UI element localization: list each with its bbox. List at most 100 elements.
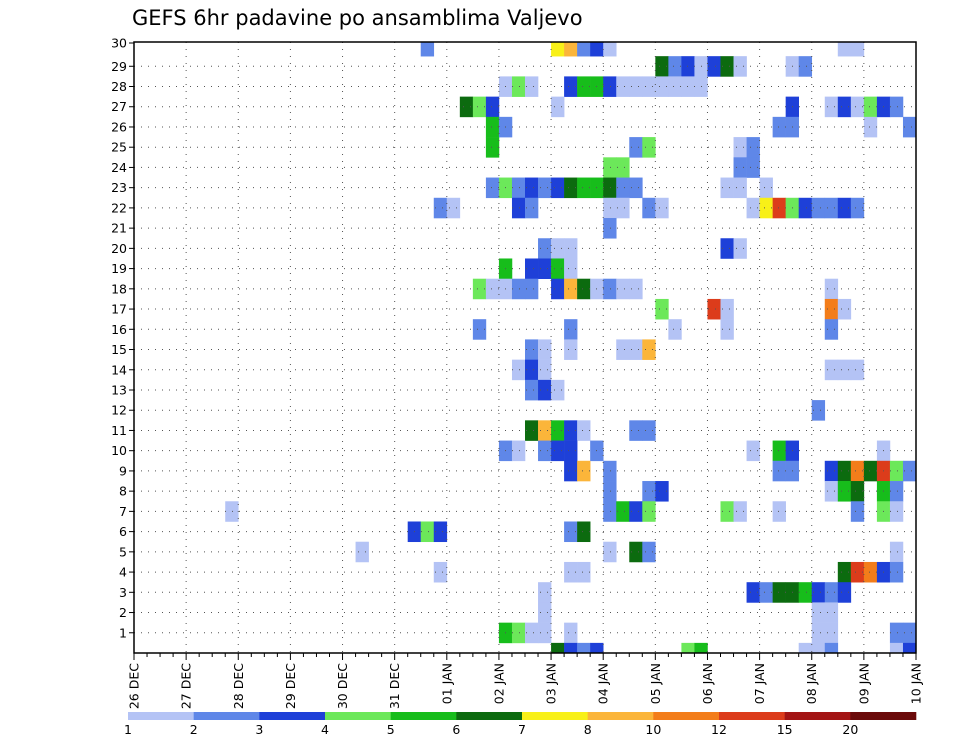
data-cell <box>433 197 448 219</box>
data-cell <box>603 481 617 502</box>
data-cell <box>629 76 643 97</box>
data-cell <box>720 177 734 199</box>
data-cell <box>811 642 826 654</box>
legend-label: 2 <box>190 722 198 737</box>
data-cell <box>485 96 500 118</box>
data-cell <box>538 440 552 462</box>
data-cell <box>616 177 630 199</box>
data-cell <box>824 359 839 381</box>
data-cell <box>551 177 565 199</box>
legend-label: 5 <box>387 722 395 737</box>
data-cell <box>525 197 539 219</box>
data-cell <box>538 359 552 381</box>
data-cell <box>472 96 487 118</box>
data-cell <box>863 96 878 118</box>
legend-swatch <box>850 712 917 720</box>
data-cell <box>850 460 865 482</box>
data-cell <box>889 541 904 563</box>
data-cell <box>538 602 552 623</box>
data-cell <box>472 278 487 300</box>
data-cell <box>824 197 839 219</box>
data-cell <box>733 238 747 259</box>
data-cell <box>811 197 826 219</box>
data-cell <box>603 541 617 563</box>
gridlines <box>134 42 916 653</box>
data-cell <box>889 642 904 654</box>
data-cell <box>564 278 578 300</box>
data-cell <box>551 420 565 441</box>
data-cell <box>798 56 813 77</box>
data-cell <box>850 501 865 522</box>
data-cell <box>642 420 656 441</box>
y-tick-label: 2 <box>119 605 127 620</box>
data-cell <box>824 602 839 623</box>
data-cell <box>655 76 669 97</box>
y-tick-label: 27 <box>111 99 127 114</box>
data-cell <box>889 460 904 482</box>
data-cell <box>629 177 643 199</box>
data-cell <box>420 42 435 57</box>
data-cell <box>642 76 656 97</box>
data-cell <box>538 238 552 259</box>
data-cell <box>511 359 526 381</box>
x-tick-label: 01 JAN <box>439 663 454 704</box>
data-cell <box>459 96 474 118</box>
legend-swatch <box>390 712 457 720</box>
data-cell <box>577 460 591 482</box>
data-cell <box>433 521 448 543</box>
data-cell <box>642 481 656 502</box>
y-tick-label: 24 <box>111 160 127 175</box>
data-cell <box>616 197 630 219</box>
data-cell <box>511 440 526 462</box>
data-cell <box>525 622 539 644</box>
data-cell <box>603 460 617 482</box>
y-tick-label: 9 <box>119 463 127 478</box>
data-cell <box>603 501 617 522</box>
data-cell <box>551 642 565 654</box>
data-cell <box>720 501 734 522</box>
data-cell <box>655 298 669 320</box>
data-cell <box>811 582 826 603</box>
data-cell <box>837 460 852 482</box>
data-cell <box>420 521 435 543</box>
data-cell <box>681 56 695 77</box>
x-tick-label: 26 DEC <box>127 663 142 709</box>
y-tick-label: 17 <box>111 302 127 317</box>
data-cell <box>733 157 747 178</box>
data-cell <box>525 76 539 97</box>
data-cell <box>525 420 539 441</box>
data-cell <box>472 319 487 340</box>
data-cell <box>564 319 578 340</box>
y-tick-label: 1 <box>119 625 127 640</box>
color-legend: 1 2 3 4 5 6 7 8 10 12 15 20 <box>124 712 917 737</box>
data-cell <box>564 561 578 583</box>
data-cell <box>642 501 656 522</box>
data-cell <box>824 96 839 118</box>
data-cell <box>863 116 878 138</box>
x-tick-label: 06 JAN <box>700 663 715 704</box>
y-tick-label: 18 <box>111 281 127 296</box>
data-cell <box>681 76 695 97</box>
y-tick-label: 15 <box>111 342 127 357</box>
legend-swatch <box>784 712 851 720</box>
data-cell <box>798 582 813 603</box>
data-cell <box>564 642 578 654</box>
data-cell <box>551 96 565 118</box>
x-axis: 26 DEC 27 DEC 28 DEC 29 DEC 30 DEC 31 DEC 01 J… <box>127 653 924 709</box>
legend-swatch <box>587 712 654 720</box>
x-tick-label: 10 JAN <box>909 663 924 704</box>
y-tick-label: 28 <box>111 79 127 94</box>
data-cell <box>746 197 760 219</box>
y-tick-label: 10 <box>111 443 127 458</box>
data-cell <box>577 561 591 583</box>
data-cell <box>538 379 552 401</box>
y-tick-label: 22 <box>111 200 127 215</box>
data-cell <box>590 42 604 57</box>
data-cell <box>746 440 760 462</box>
data-cell <box>603 278 617 300</box>
y-tick-label: 11 <box>111 423 127 438</box>
data-cell <box>225 501 239 522</box>
data-cell <box>642 137 656 158</box>
legend-swatch <box>259 712 326 720</box>
